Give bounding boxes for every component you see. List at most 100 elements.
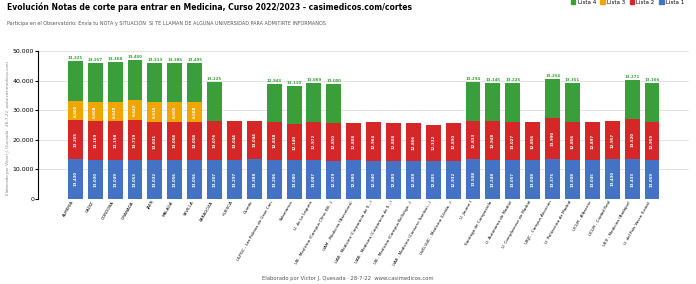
Text: 13.008: 13.008 — [571, 172, 574, 187]
Bar — [505, 160, 520, 199]
Bar — [625, 119, 640, 159]
Bar — [247, 159, 262, 199]
Text: 12.964: 12.964 — [372, 134, 376, 149]
Bar — [366, 122, 381, 160]
Text: 13.058: 13.058 — [193, 133, 197, 149]
Bar — [287, 160, 301, 199]
Text: 13.030: 13.030 — [93, 172, 97, 187]
Bar — [605, 159, 619, 199]
Text: 13.388: 13.388 — [252, 172, 256, 187]
Text: 13.032: 13.032 — [153, 172, 157, 187]
Text: 13.056: 13.056 — [193, 172, 197, 187]
Text: 13.056: 13.056 — [173, 172, 177, 187]
Bar — [585, 160, 600, 199]
Bar — [306, 160, 322, 199]
Text: 6.649: 6.649 — [113, 105, 117, 118]
Text: 12.806: 12.806 — [411, 135, 416, 150]
Text: 13.325: 13.325 — [68, 57, 83, 60]
Bar — [88, 122, 103, 160]
Text: 13.087: 13.087 — [312, 172, 316, 187]
Text: 13.313: 13.313 — [148, 58, 162, 62]
Bar — [148, 102, 162, 122]
Bar — [445, 122, 461, 161]
Bar — [148, 160, 162, 199]
Text: 13.433: 13.433 — [630, 172, 634, 187]
Text: 12.929: 12.929 — [332, 172, 336, 187]
Text: 13.495: 13.495 — [187, 58, 202, 62]
Text: 13.076: 13.076 — [212, 133, 216, 148]
Bar — [68, 61, 83, 101]
Text: 12.850: 12.850 — [332, 134, 336, 149]
Text: Elaborado por Víctor J. Quesada · 28-7-22  www.casimedicos.com: Elaborado por Víctor J. Quesada · 28-7-2… — [6, 61, 10, 195]
Text: 13.430: 13.430 — [73, 172, 77, 187]
Text: 6.606: 6.606 — [73, 104, 77, 116]
Bar — [306, 83, 322, 122]
Text: 13.069: 13.069 — [306, 78, 322, 82]
Text: 13.248: 13.248 — [491, 172, 495, 187]
Bar — [326, 123, 341, 161]
Bar — [326, 161, 341, 199]
Text: 13.375: 13.375 — [551, 172, 555, 187]
Bar — [406, 161, 421, 199]
Bar — [406, 123, 421, 161]
Bar — [187, 62, 202, 103]
Text: 13.254: 13.254 — [545, 74, 560, 78]
Bar — [366, 160, 381, 199]
Text: 13.110: 13.110 — [287, 81, 301, 85]
Text: 13.430: 13.430 — [610, 172, 615, 187]
Bar — [167, 102, 182, 122]
Bar — [127, 160, 143, 199]
Text: 12.948: 12.948 — [491, 133, 495, 148]
Text: 12.959: 12.959 — [650, 133, 654, 149]
Text: 13.205: 13.205 — [73, 132, 77, 147]
Text: 12.856: 12.856 — [571, 134, 574, 149]
Bar — [545, 79, 560, 118]
Text: 6.605: 6.605 — [173, 106, 177, 118]
Bar — [148, 122, 162, 160]
Text: 12.940: 12.940 — [372, 172, 376, 187]
Legend: Lista 4, Lista 3, Lista 2, Lista 1: Lista 4, Lista 3, Lista 2, Lista 1 — [569, 0, 686, 7]
Bar — [466, 121, 480, 159]
Text: 13.294: 13.294 — [466, 77, 481, 81]
Text: 13.000: 13.000 — [326, 79, 341, 83]
Text: 12.897: 12.897 — [590, 133, 594, 149]
Bar — [565, 160, 580, 199]
Text: 13.520: 13.520 — [630, 132, 634, 147]
Text: 12.833: 12.833 — [471, 132, 475, 148]
Bar — [644, 160, 659, 199]
Bar — [127, 120, 143, 160]
Text: 13.508: 13.508 — [471, 171, 475, 186]
Text: 13.169: 13.169 — [93, 133, 97, 149]
Text: 13.044: 13.044 — [252, 133, 256, 147]
Text: 12.856: 12.856 — [530, 134, 535, 149]
Bar — [445, 161, 461, 199]
Bar — [108, 62, 122, 102]
Bar — [466, 159, 480, 199]
Text: 13.990: 13.990 — [551, 131, 555, 146]
Bar — [306, 122, 322, 160]
Text: 13.049: 13.049 — [113, 172, 117, 187]
Bar — [207, 160, 222, 199]
Bar — [565, 122, 580, 160]
Text: 12.332: 12.332 — [432, 135, 435, 151]
Bar — [187, 122, 202, 160]
Bar — [545, 159, 560, 199]
Bar — [625, 80, 640, 119]
Bar — [148, 63, 162, 102]
Bar — [644, 122, 659, 160]
Text: 12.838: 12.838 — [272, 133, 276, 149]
Text: 12.943: 12.943 — [267, 79, 282, 83]
Text: 13.719: 13.719 — [133, 132, 137, 148]
Bar — [525, 122, 540, 160]
Text: 12.957: 12.957 — [610, 132, 615, 148]
Bar — [127, 100, 143, 120]
Bar — [625, 159, 640, 199]
Bar — [187, 103, 202, 122]
Bar — [68, 159, 83, 199]
Text: 12.880: 12.880 — [391, 172, 395, 187]
Text: 13.385: 13.385 — [167, 58, 182, 62]
Text: 13.257: 13.257 — [88, 58, 103, 62]
Bar — [267, 84, 282, 122]
Text: 13.057: 13.057 — [511, 172, 515, 187]
Text: 13.351: 13.351 — [565, 78, 580, 82]
